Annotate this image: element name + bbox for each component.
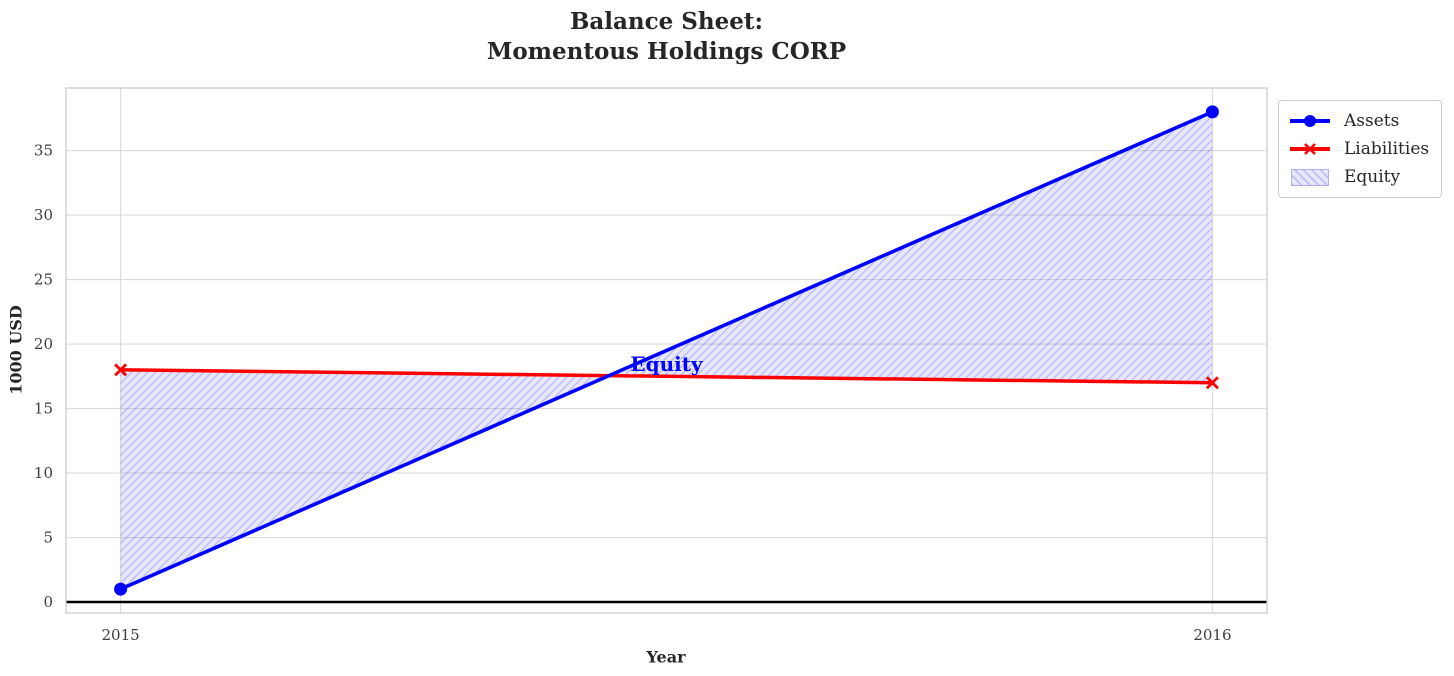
x-tick-label: 2016 xyxy=(1193,626,1231,644)
legend-label-liabilities: Liabilities xyxy=(1344,139,1430,159)
legend-label-assets: Assets xyxy=(1344,111,1400,131)
equity-annotation: Equity xyxy=(630,352,704,376)
axes-border xyxy=(65,87,1268,614)
liabilities-x-marker xyxy=(1205,376,1219,390)
y-tick-label: 35 xyxy=(34,142,53,160)
y-tick-label: 25 xyxy=(34,271,53,289)
assets-point-marker xyxy=(114,582,128,596)
x-tick-label: 2015 xyxy=(101,626,139,644)
assets-point-marker xyxy=(1205,105,1219,119)
y-tick-label: 15 xyxy=(34,400,53,418)
y-tick-label: 10 xyxy=(34,464,53,482)
legend-item-assets: Assets xyxy=(1288,107,1429,135)
chart-title-line1: Balance Sheet: xyxy=(569,8,764,35)
chart-title: Balance Sheet: Momentous Holdings CORP xyxy=(66,7,1267,67)
y-tick-label: 5 xyxy=(43,529,53,547)
chart-title-line2: Momentous Holdings CORP xyxy=(486,38,847,65)
assets-line xyxy=(119,110,1214,591)
y-tick-label: 30 xyxy=(34,206,53,224)
y-axis-label: 1000 USD xyxy=(6,305,26,395)
y-tick-label: 20 xyxy=(34,335,53,353)
liabilities-line xyxy=(120,368,1213,385)
y-tick-label: 0 xyxy=(43,593,53,611)
legend-item-equity: Equity xyxy=(1288,163,1429,191)
legend-label-equity: Equity xyxy=(1344,167,1401,187)
equity-hatch-swatch-icon xyxy=(1291,168,1329,186)
legend: Assets Liabilities Equity xyxy=(1278,100,1443,198)
legend-item-liabilities: Liabilities xyxy=(1288,135,1429,163)
liabilities-x-marker xyxy=(114,363,128,377)
x-axis-label: Year xyxy=(646,647,686,667)
assets-line-swatch-icon xyxy=(1290,115,1330,127)
liabilities-line-swatch-icon xyxy=(1290,143,1330,155)
